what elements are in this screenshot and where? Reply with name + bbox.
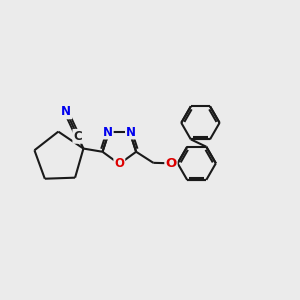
Text: N: N: [126, 125, 136, 139]
Text: O: O: [165, 157, 177, 170]
Text: N: N: [61, 105, 71, 119]
Text: O: O: [114, 158, 124, 170]
Text: N: N: [103, 125, 113, 139]
Text: C: C: [73, 130, 82, 143]
